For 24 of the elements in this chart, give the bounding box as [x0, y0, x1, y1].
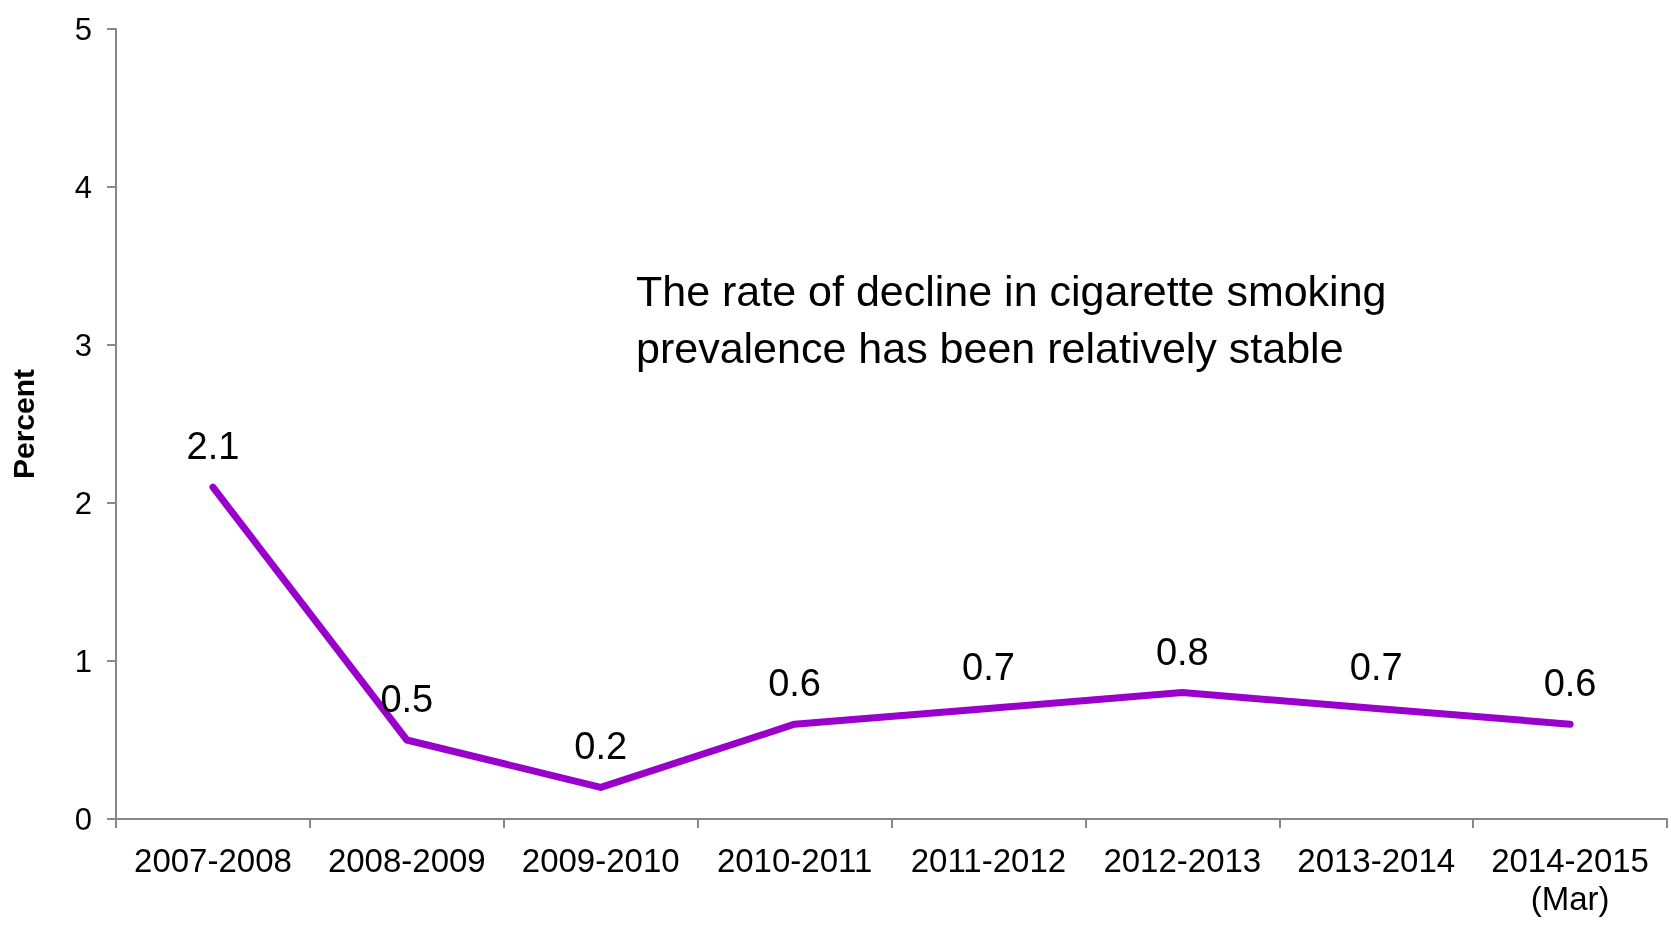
y-tick-label: 3 [74, 327, 92, 363]
x-tick-label: 2012-2013 [1103, 841, 1262, 879]
data-label: 0.6 [1543, 662, 1597, 705]
y-tick-label: 1 [74, 643, 92, 679]
y-tick-label: 2 [74, 485, 92, 521]
y-tick-label: 4 [74, 169, 92, 205]
data-label: 0.8 [1155, 630, 1209, 673]
x-tick-label: 2010-2011 [716, 841, 873, 879]
y-tick-label: 0 [74, 801, 92, 837]
data-label: 0.5 [380, 678, 434, 720]
y-tick-label: 5 [74, 11, 92, 47]
x-tick-label: 2009-2010 [521, 841, 680, 879]
data-label: 2.1 [186, 425, 240, 468]
x-tick-label: 2008-2009 [327, 841, 486, 879]
annotation: The rate of decline in cigarette smoking prevalence has been relatively stable [636, 266, 1387, 372]
x-tick-label: 2013-2014 [1297, 841, 1456, 879]
data-label: 0.6 [768, 662, 821, 705]
data-label: 0.7 [962, 646, 1015, 689]
x-tick-label: 2011-2012 [910, 841, 1067, 879]
y-axis-title: Percent [6, 368, 40, 480]
data-label: 0.2 [574, 725, 628, 768]
x-tick-label: 2007-2008 [134, 841, 292, 879]
data-label: 0.7 [1349, 646, 1403, 689]
x-tick-label: 2014-2015 (Mar) [1491, 841, 1649, 917]
